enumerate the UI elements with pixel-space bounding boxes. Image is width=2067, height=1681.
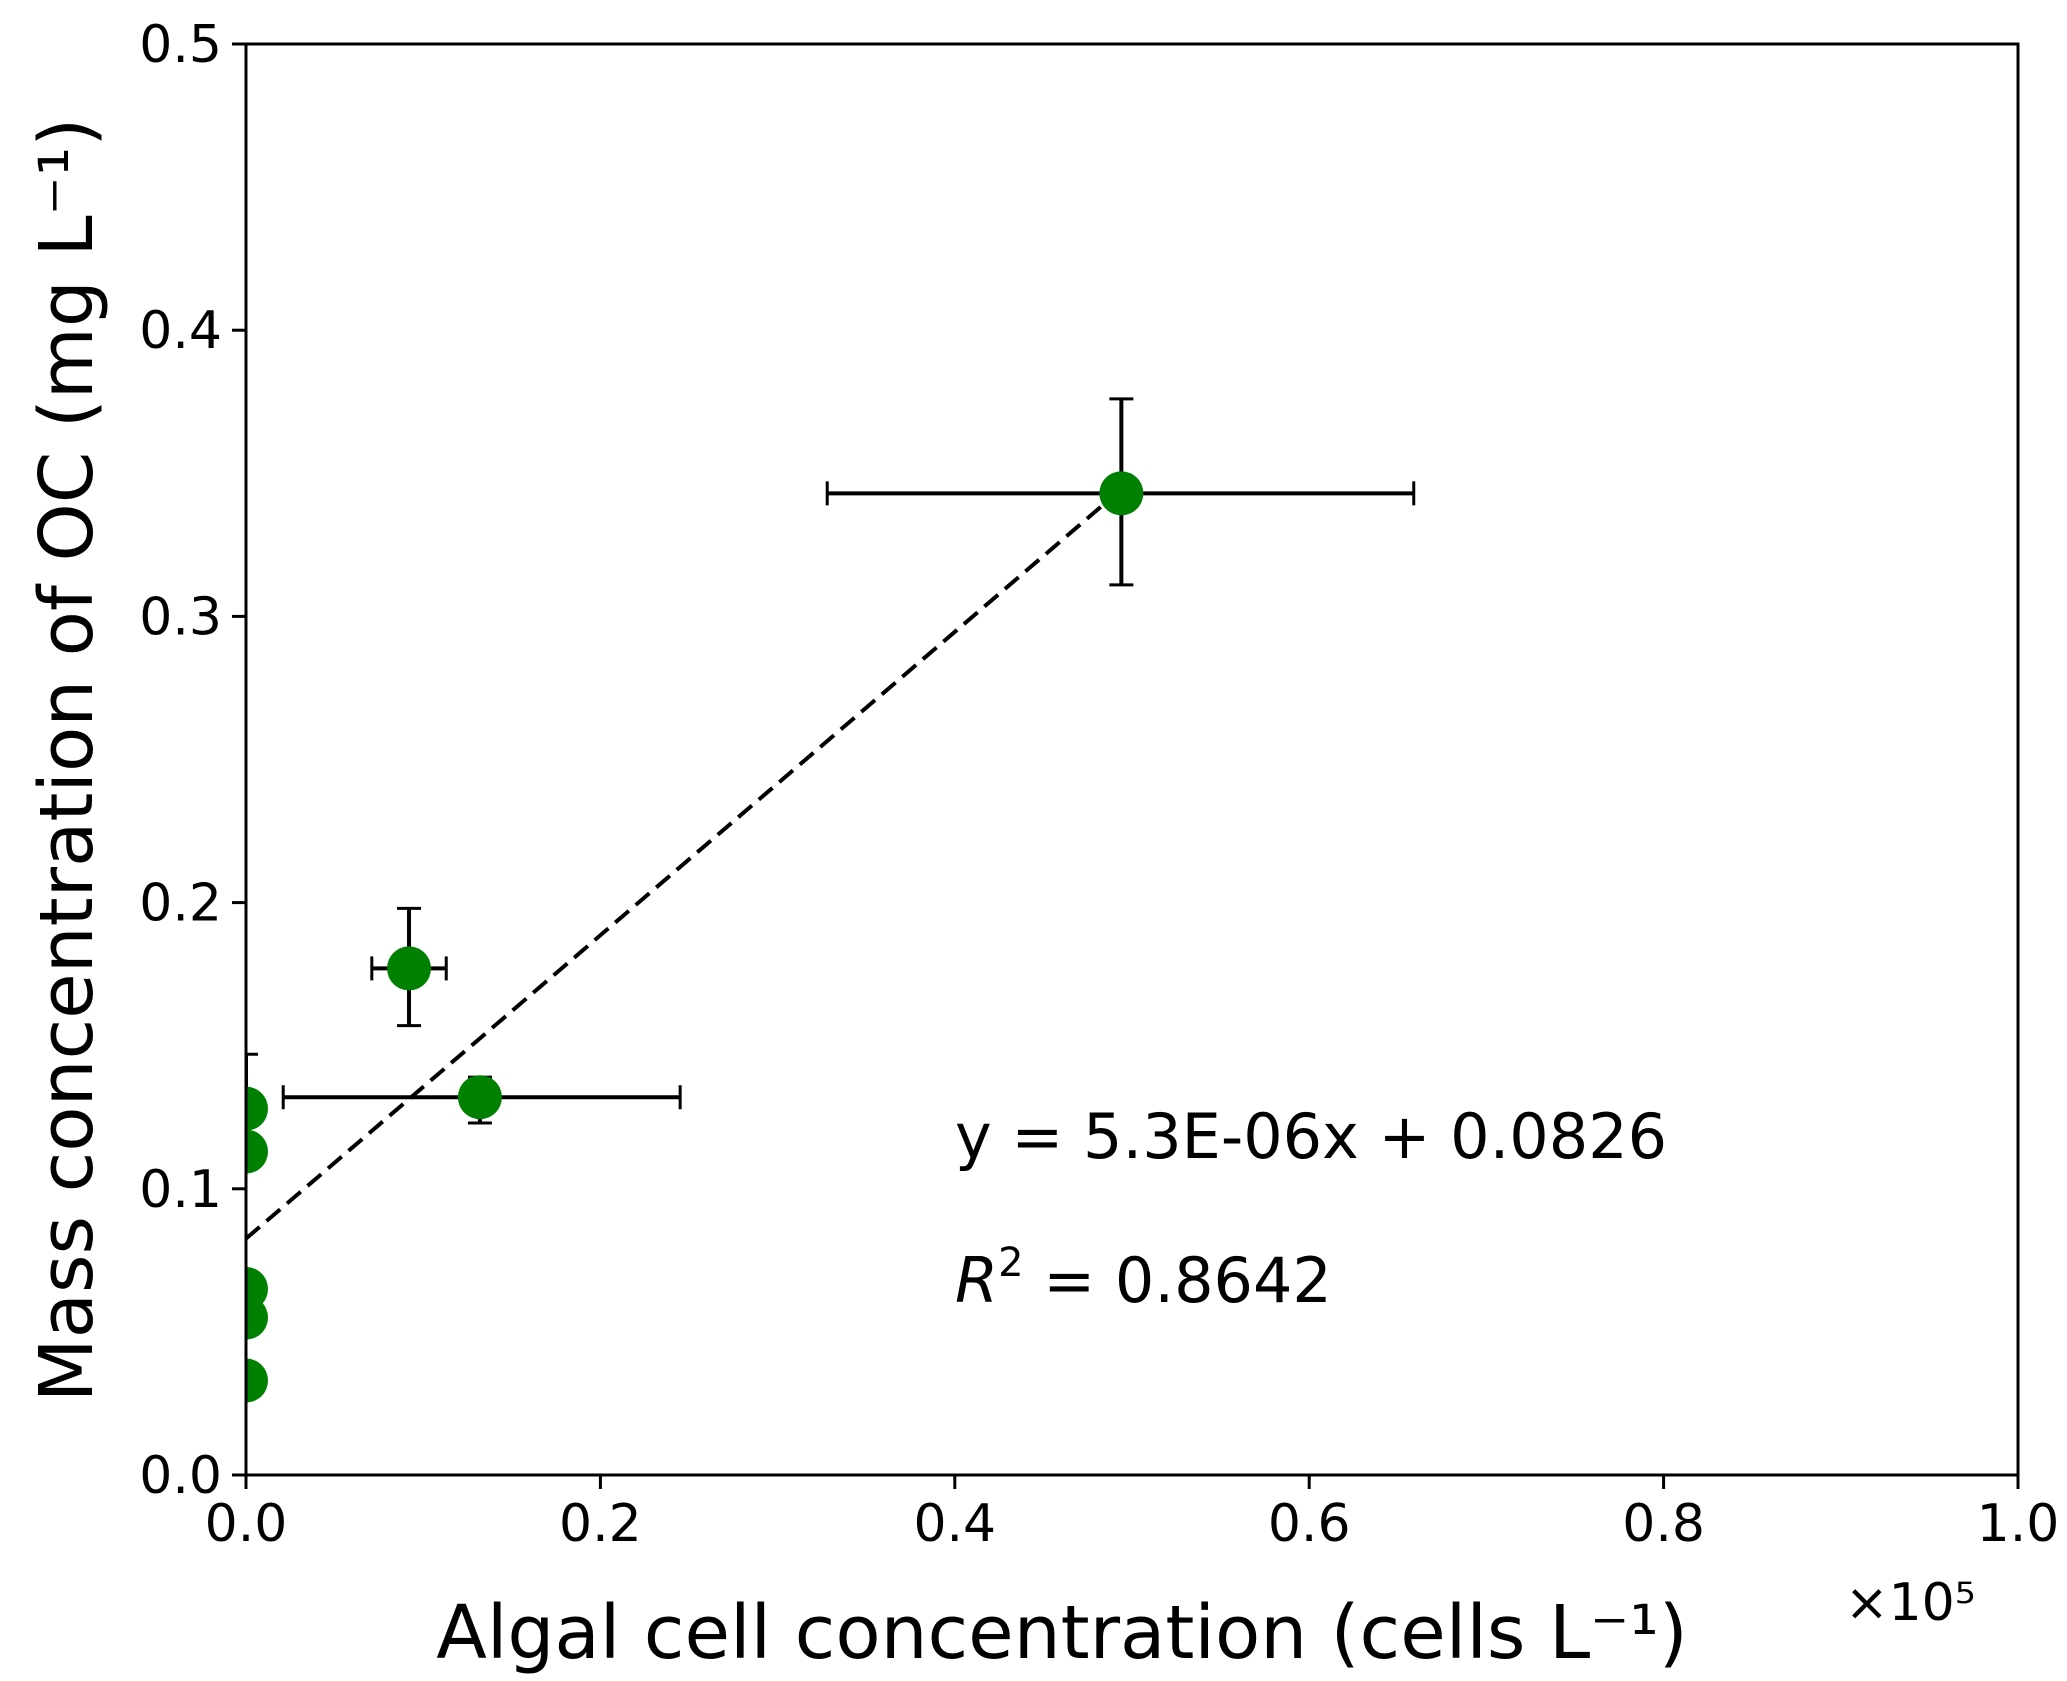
data-point <box>457 1075 502 1120</box>
x-tick-label: 1.0 <box>1977 1494 2060 1554</box>
r-squared: R2 = 0.8642 <box>955 1240 1332 1317</box>
x-tick-label: 0.0 <box>205 1494 288 1554</box>
left-margin-mask <box>0 44 245 1475</box>
y-tick-label: 0.2 <box>139 874 222 934</box>
x-axis-multiplier: ×10⁵ <box>1845 1573 1976 1633</box>
data-point <box>387 946 432 991</box>
y-tick-label: 0.5 <box>139 15 222 75</box>
fit-equation: y = 5.3E-06x + 0.0826 <box>955 1100 1667 1173</box>
data-point <box>1099 471 1144 516</box>
x-tick-label: 0.8 <box>1622 1494 1705 1554</box>
y-axis-ticks: 0.0 0.1 0.2 0.3 0.4 0.5 <box>139 15 246 1506</box>
y-axis-label: Mass concentration of OC (mg L⁻¹) <box>24 118 110 1402</box>
y-tick-label: 0.4 <box>139 301 222 361</box>
x-axis-ticks: 0.0 0.2 0.4 0.6 0.8 1.0 <box>205 1475 2060 1554</box>
x-tick-label: 0.2 <box>559 1494 642 1554</box>
plot-frame <box>244 42 2020 1477</box>
y-tick-label: 0.0 <box>139 1446 222 1506</box>
x-tick-label: 0.6 <box>1268 1494 1351 1554</box>
y-tick-label: 0.3 <box>139 587 222 647</box>
x-tick-label: 0.4 <box>913 1494 996 1554</box>
x-axis-label: Algal cell concentration (cells L⁻¹) <box>436 1590 1688 1676</box>
chart-marks <box>0 44 1416 1475</box>
fit-line <box>244 487 1123 1241</box>
y-tick-label: 0.1 <box>139 1160 222 1220</box>
